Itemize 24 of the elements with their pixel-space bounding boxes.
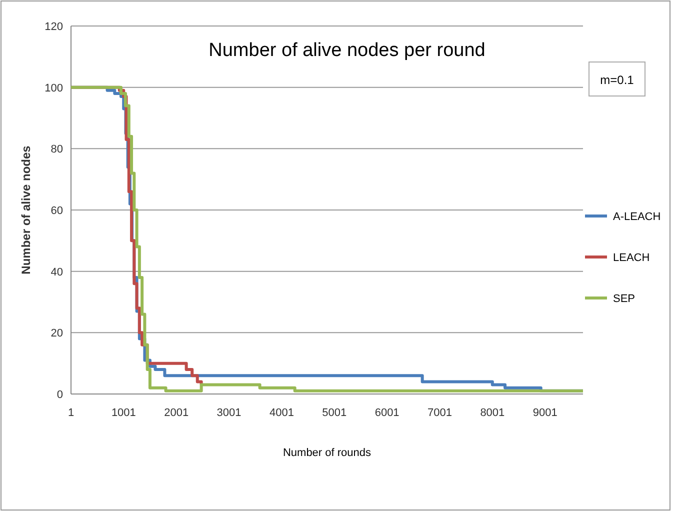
- x-tick-label: 1: [68, 407, 74, 419]
- y-tick-label: 0: [56, 389, 63, 401]
- x-tick-label: 6001: [374, 407, 400, 419]
- y-tick-label: 60: [50, 205, 63, 217]
- x-tick-label: 4001: [269, 407, 294, 419]
- legend-label: A-LEACH: [613, 211, 661, 223]
- x-tick-label: 7001: [428, 407, 452, 419]
- x-axis-title: Number of rounds: [282, 447, 372, 459]
- x-tick-label: 8001: [480, 407, 505, 419]
- x-tick-label: 9001: [532, 407, 558, 419]
- legend-label: SEP: [613, 293, 636, 305]
- y-tick-label: 80: [50, 144, 63, 156]
- y-tick-label: 120: [44, 21, 63, 33]
- y-axis-title: Number of alive nodes: [19, 145, 33, 274]
- y-tick-label: 20: [50, 328, 63, 340]
- legend-label: LEACH: [613, 252, 650, 264]
- y-tick-label: 40: [50, 266, 63, 278]
- x-tick-label: 5001: [322, 407, 347, 419]
- text: m=0.1: [600, 73, 634, 87]
- x-tick-label: 1001: [111, 407, 136, 419]
- text: Number of alive nodes per round: [208, 40, 486, 61]
- x-tick-label: 2001: [164, 407, 189, 419]
- y-tick-label: 100: [44, 82, 63, 94]
- x-tick-label: 3001: [216, 407, 242, 419]
